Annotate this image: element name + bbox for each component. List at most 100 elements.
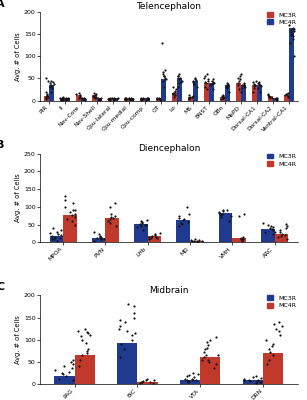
Point bbox=[176, 215, 181, 221]
Point bbox=[77, 89, 82, 96]
Point bbox=[82, 326, 87, 332]
Point bbox=[141, 96, 146, 102]
Bar bbox=[252, 85, 257, 100]
Point bbox=[192, 75, 197, 82]
Point bbox=[163, 76, 168, 82]
Title: Telencephalon: Telencephalon bbox=[136, 2, 201, 11]
Point bbox=[143, 221, 148, 228]
Bar bbox=[263, 353, 283, 384]
Bar bbox=[108, 98, 113, 100]
Point bbox=[139, 223, 144, 230]
Point bbox=[107, 96, 112, 103]
Point bbox=[146, 96, 150, 102]
Point bbox=[267, 349, 272, 355]
Point bbox=[264, 361, 269, 367]
Point bbox=[274, 96, 278, 102]
Point bbox=[285, 91, 290, 97]
Point bbox=[211, 79, 216, 85]
Point bbox=[240, 85, 245, 91]
Point bbox=[85, 328, 90, 335]
Point bbox=[192, 76, 197, 82]
Point bbox=[150, 380, 155, 386]
Point bbox=[276, 319, 281, 325]
Point bbox=[106, 96, 111, 102]
Point bbox=[61, 96, 66, 103]
Point bbox=[275, 234, 280, 240]
Point bbox=[219, 93, 224, 99]
Bar bbox=[140, 98, 145, 100]
Point bbox=[99, 236, 103, 242]
Point bbox=[69, 218, 74, 224]
Point bbox=[287, 22, 292, 28]
Point bbox=[202, 73, 207, 80]
Bar bbox=[105, 218, 119, 242]
Point bbox=[289, 32, 294, 38]
Point bbox=[67, 368, 72, 375]
Bar bbox=[257, 85, 262, 100]
Point bbox=[131, 310, 136, 316]
Point bbox=[65, 95, 70, 102]
Point bbox=[55, 228, 60, 235]
Bar bbox=[177, 78, 182, 100]
Bar bbox=[124, 98, 129, 100]
Point bbox=[191, 80, 196, 87]
Point bbox=[160, 40, 165, 46]
Point bbox=[179, 221, 184, 227]
Point bbox=[98, 96, 103, 102]
Point bbox=[210, 80, 215, 87]
Point bbox=[268, 225, 273, 231]
Point bbox=[254, 78, 259, 84]
Point bbox=[78, 356, 83, 363]
Bar bbox=[81, 98, 86, 100]
Point bbox=[257, 88, 262, 95]
Point bbox=[220, 94, 225, 100]
Point bbox=[126, 95, 131, 102]
Point bbox=[91, 237, 96, 244]
Point bbox=[257, 79, 262, 85]
Point bbox=[77, 363, 82, 370]
Point bbox=[163, 75, 168, 82]
Point bbox=[63, 193, 68, 200]
Point bbox=[128, 96, 133, 102]
Point bbox=[64, 216, 69, 222]
Point bbox=[214, 334, 219, 341]
Point bbox=[151, 376, 156, 383]
Point bbox=[177, 71, 181, 77]
Point bbox=[201, 349, 206, 355]
Point bbox=[191, 374, 196, 380]
Point bbox=[158, 96, 163, 102]
Point bbox=[236, 212, 241, 219]
Point bbox=[140, 220, 145, 226]
Point bbox=[236, 78, 241, 84]
Point bbox=[239, 237, 244, 244]
Bar bbox=[274, 234, 288, 242]
Point bbox=[113, 200, 118, 206]
Point bbox=[260, 220, 265, 226]
Point bbox=[270, 226, 275, 232]
Point bbox=[186, 92, 191, 98]
Point bbox=[87, 332, 92, 338]
Point bbox=[251, 83, 256, 90]
Point bbox=[48, 82, 53, 88]
Bar bbox=[65, 98, 70, 100]
Point bbox=[208, 336, 213, 343]
Point bbox=[130, 96, 135, 102]
Point bbox=[282, 232, 287, 238]
Point bbox=[252, 82, 257, 88]
Bar bbox=[209, 83, 214, 100]
Point bbox=[271, 227, 276, 233]
Point bbox=[224, 85, 229, 91]
Point bbox=[139, 95, 144, 101]
Point bbox=[241, 234, 246, 240]
Bar bbox=[225, 85, 230, 100]
Point bbox=[43, 96, 48, 102]
Point bbox=[273, 228, 278, 235]
Point bbox=[274, 96, 279, 102]
Point bbox=[157, 230, 162, 237]
Point bbox=[219, 211, 224, 217]
Point bbox=[138, 218, 143, 224]
Point bbox=[102, 236, 107, 243]
Point bbox=[174, 86, 179, 93]
Point bbox=[98, 96, 103, 102]
Point bbox=[255, 376, 260, 383]
